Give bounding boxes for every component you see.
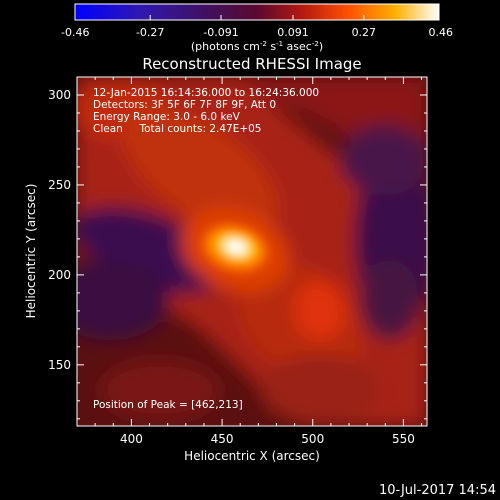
y-axis-label: Heliocentric Y (arcsec) <box>24 184 38 319</box>
colorbar <box>74 3 440 21</box>
colorbar-tick-label: -0.27 <box>136 26 164 39</box>
annotation-line: Energy Range: 3.0 - 6.0 keV <box>93 111 241 123</box>
plot-frame <box>76 76 428 427</box>
y-tick-label: 300 <box>48 88 71 102</box>
y-axis-ticks: 150 200 250 300 <box>48 76 427 420</box>
x-tick-label: 400 <box>120 432 143 446</box>
annotation-line: Clean Total counts: 2.47E+05 <box>93 123 262 135</box>
x-tick-label: 500 <box>301 432 324 446</box>
timestamp: 10-Jul-2017 14:54 <box>379 483 496 498</box>
x-tick-label: 450 <box>211 432 234 446</box>
chart-title: Reconstructed RHESSI Image <box>142 55 361 73</box>
colorbar-tick-label: 0.091 <box>277 26 309 39</box>
x-tick-label: 550 <box>392 432 415 446</box>
colorbar-tick-label: 0.46 <box>429 26 454 39</box>
colorbar-unit: (photons cm-2 s-1 asec-2) <box>191 40 323 53</box>
heatmap-image <box>77 77 427 426</box>
y-tick-label: 250 <box>48 178 71 192</box>
x-axis-label: Heliocentric X (arcsec) <box>184 449 320 463</box>
colorbar-tick-label: -0.091 <box>203 26 238 39</box>
peak-position-label: Position of Peak = [462,213] <box>93 399 243 411</box>
x-axis-ticks: 400 450 500 550 <box>94 77 423 446</box>
annotation-line: Detectors: 3F 5F 6F 7F 8F 9F, Att 0 <box>93 99 276 111</box>
colorbar-tick-label: 0.27 <box>352 26 377 39</box>
colorbar-tick-label: -0.46 <box>61 26 89 39</box>
annotation-block: 12-Jan-2015 16:14:36.000 to 16:24:36.000… <box>93 87 319 135</box>
colorbar-ticks: -0.46 -0.27 -0.091 0.091 0.27 0.46 <box>61 15 453 39</box>
y-tick-label: 150 <box>48 358 71 372</box>
y-tick-label: 200 <box>48 268 71 282</box>
annotation-line: 12-Jan-2015 16:14:36.000 to 16:24:36.000 <box>93 87 319 99</box>
